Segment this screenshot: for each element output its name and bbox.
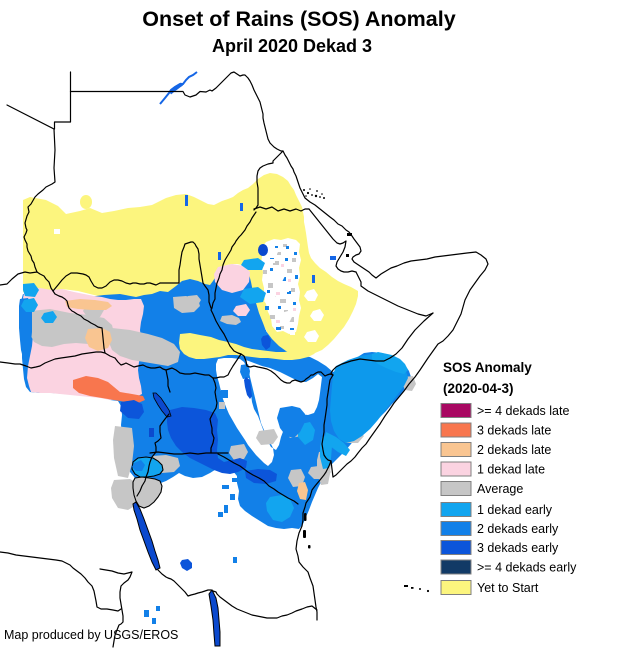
svg-text:SOS Anomaly: SOS Anomaly [443,360,532,375]
svg-text:3 dekads early: 3 dekads early [477,541,559,555]
svg-text:2 dekads late: 2 dekads late [477,443,551,457]
svg-text:Yet to Start: Yet to Start [477,581,539,595]
svg-text:>= 4 dekads early: >= 4 dekads early [477,561,577,575]
svg-text:3 dekads late: 3 dekads late [477,424,551,438]
svg-text:2 dekads early: 2 dekads early [477,522,559,536]
svg-text:(2020-04-3): (2020-04-3) [443,381,514,396]
svg-text:Average: Average [477,482,523,496]
svg-text:1 dekad early: 1 dekad early [477,503,553,517]
svg-text:1 dekad late: 1 dekad late [477,463,545,477]
svg-text:>= 4 dekads late: >= 4 dekads late [477,404,569,418]
